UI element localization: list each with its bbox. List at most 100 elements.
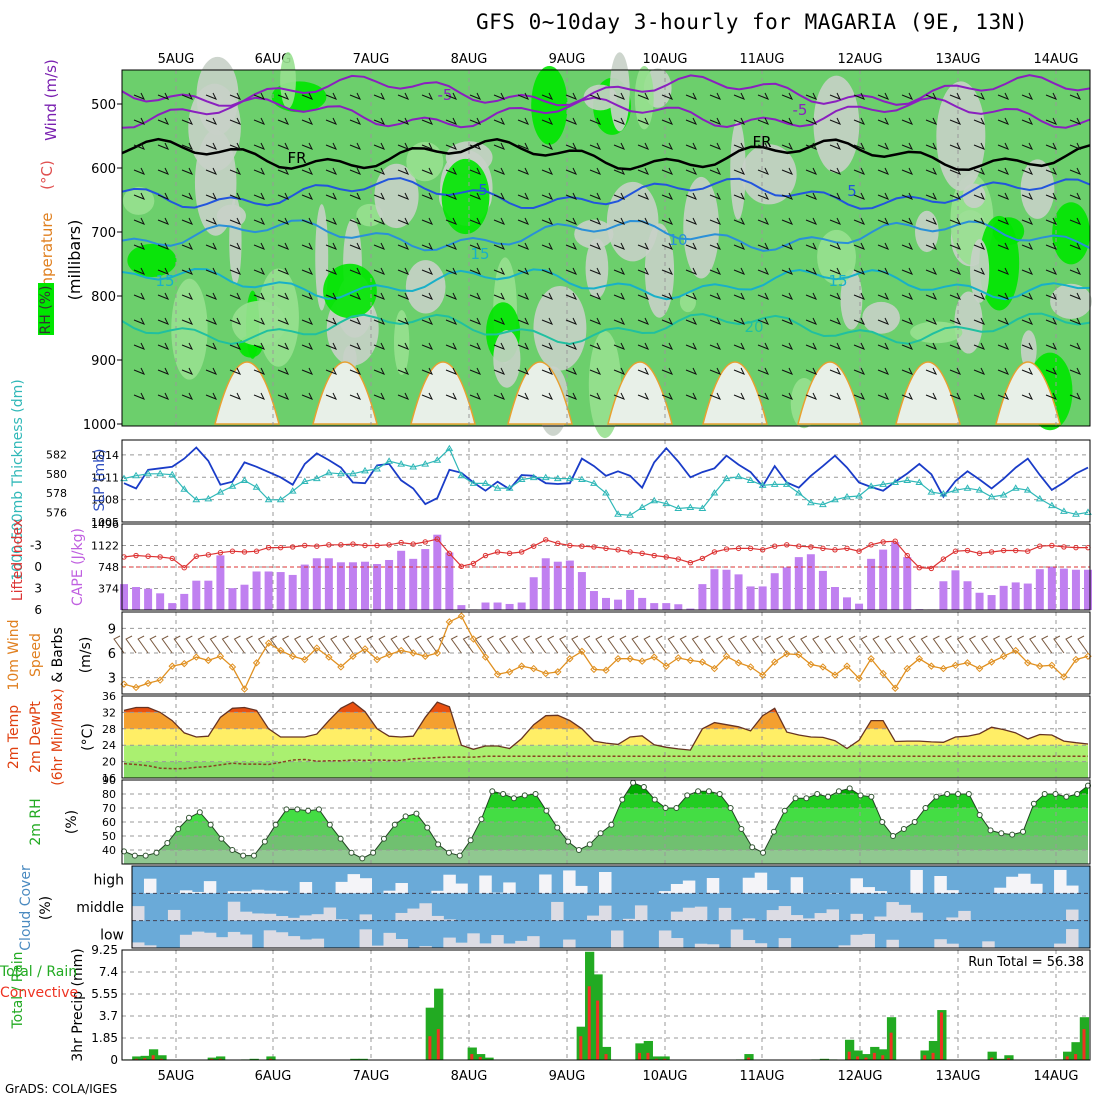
wind-barb [949,367,962,375]
wind-tick-label: 6 [108,647,116,662]
wind-barb [541,292,554,300]
wind-speed-marker [987,658,996,666]
rh-marker [662,805,669,811]
wind-barb [733,292,746,300]
rh-patch [970,239,990,303]
rh-marker [608,821,615,828]
wind-barb [997,317,1010,325]
thickness-marker [987,492,996,500]
wind-barb [181,292,194,300]
wind-barb [781,217,794,225]
cape-bar [638,597,647,610]
wind-barb [133,117,146,125]
cape-bar [987,595,996,610]
cloud-cell [395,912,408,921]
wind-barb [325,167,338,175]
cape-bar [324,558,333,610]
wind-barb [589,192,602,200]
cloud-cell [898,904,911,921]
wind-barb [181,217,194,225]
lifted-index-marker [675,556,681,562]
wind-barb [277,117,290,125]
lifted-index-marker [747,545,754,552]
cloud-cell [491,935,504,948]
wind-barb [613,217,626,225]
wind-speed-marker [734,659,743,667]
wind-barb [181,167,194,175]
wind-barb [229,267,242,275]
wind-speed-marker [228,663,237,671]
cloud-cell [790,915,804,921]
rh-marker [1052,791,1059,797]
wind-speed-marker [325,653,333,661]
wind-barb [685,317,698,325]
lifted-index-marker [940,556,947,562]
wind-barb [997,267,1010,275]
cloud-cell [539,874,552,894]
wind-tick-label: 9 [108,622,116,637]
isotherm-line [121,137,1091,171]
wind-speed-marker [975,664,984,673]
wind-barb [1045,142,1058,150]
wind-barb [229,142,242,150]
thickness-marker [915,478,924,485]
rh-marker [835,788,842,795]
wind-barb [853,342,866,350]
rh-marker [760,849,767,856]
wind-barb [805,317,818,325]
cloud-cell [1006,876,1019,894]
precip-tick-label: 1.85 [91,1031,118,1045]
wind-barb [709,342,722,350]
wind-speed-marker [843,662,851,670]
precip-total-bar [861,1054,872,1060]
cape-bar [288,574,297,610]
pressure-tick-label: 800 [91,290,116,305]
wind-barb [853,167,866,175]
rh-patch [954,291,983,354]
thickness-marker [951,486,960,493]
rh-marker [391,821,398,828]
cloud-cell [275,916,289,921]
wind-barb [637,242,650,250]
cloud-cell [443,919,456,921]
date-label-bottom: 10AUG [642,1069,687,1084]
wind-barb [301,367,314,375]
thickness-marker [855,491,863,499]
wind-speed-marker [674,654,683,662]
rh-marker [445,849,452,856]
lifted-index-marker [302,542,308,549]
wind-barb [1069,167,1082,175]
rh-marker [272,821,279,828]
contour-label: 10 [668,231,687,249]
wind-barb [1021,192,1034,200]
lifted-index-marker [1049,542,1055,549]
cloud-cell [143,878,157,894]
wind-barb [541,392,554,400]
slp-tick-label: 1005 [91,516,119,529]
rh-marker [781,807,788,814]
cloud-cell [227,901,241,921]
wind-barb [397,192,410,200]
cape-bar [541,558,550,610]
ylabel-barbs: & Barbs [50,627,66,683]
wind-barb [133,267,146,275]
rh-band [124,850,1088,864]
lifted-index-marker [470,560,477,567]
wind-barb [474,635,486,654]
lifted-index-marker [1037,543,1043,549]
wind-barb [685,342,698,350]
wind-speed-marker [614,655,622,663]
wind-barb [901,367,914,375]
cloud-cell [395,883,408,894]
wind-barb [709,392,722,400]
precip-convective-bar [470,1054,474,1060]
rh-patch [915,210,939,253]
precip-total-bar [132,1056,142,1060]
cape-panel-frame [121,523,1091,611]
cape-tick-label: 374 [98,583,119,596]
wind-barb [829,367,842,375]
cloud-cell [143,945,157,948]
wind-barb [637,367,650,375]
cloud-cell [287,936,301,948]
cape-bar [180,593,189,610]
